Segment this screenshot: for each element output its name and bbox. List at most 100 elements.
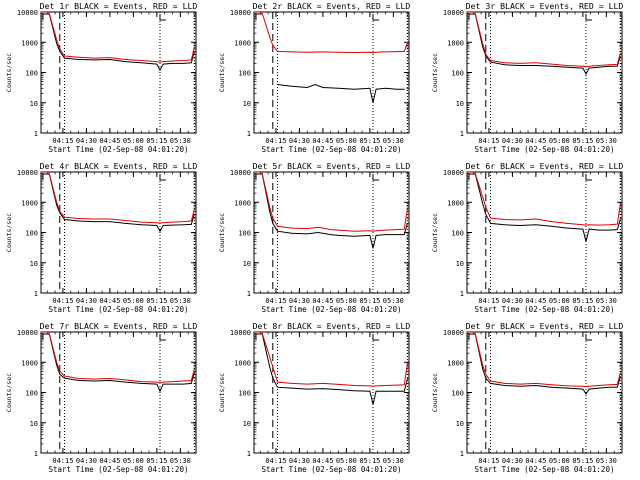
chart-title: Det 4r BLACK = Events, RED = LLD [40,161,198,171]
data-point-events [375,88,377,90]
y-tick-label: 100 [25,390,38,398]
y-tick-label: 1 [34,450,38,458]
data-point-events [519,225,521,226]
series-line-events [277,83,405,103]
data-point-lld [353,385,355,386]
x-tick-label: 05:15 [572,297,593,305]
data-point-lld [474,12,476,13]
data-point-lld [609,224,610,226]
data-point-events [620,55,621,57]
data-point-lld [535,218,537,220]
x-tick-label: 05:00 [336,137,357,145]
data-point-lld [609,384,610,386]
y-tick-label: 1000 [234,359,251,367]
data-point-lld [322,383,324,384]
y-tick-label: 100 [451,390,464,398]
chart-panel-6: Det 6r BLACK = Events, RED = LLD 1 10 100 10… [431,161,623,314]
data-point-lld [485,206,487,208]
data-point-events [156,63,158,65]
corner-marker [255,173,262,180]
data-point-events [140,224,142,226]
y-tick-label: 100 [238,70,251,78]
data-point-lld [56,361,58,363]
corner-marker [159,14,166,21]
series-line-events [467,172,621,242]
x-tick-label: 04:15 [478,457,499,465]
x-axis-title: Start Time (02-Sep-08 04:01:20) [475,305,615,314]
data-point-lld [162,61,164,62]
data-point-events [162,383,164,385]
x-tick-label: 05:30 [383,297,404,305]
x-tick-label: 05:30 [383,137,404,145]
y-tick-label: 1000 [447,39,464,47]
data-point-events [172,63,173,64]
x-axis-title: Start Time (02-Sep-08 04:01:20) [262,145,402,154]
data-point-events [396,390,397,392]
data-point-lld [504,219,505,220]
y-axis-title: Counts/sec [5,213,13,252]
corner-marker [255,13,262,20]
data-point-events [56,364,58,366]
data-point-lld [467,172,468,173]
data-point-lld [277,381,278,383]
data-point-lld [140,381,142,382]
data-point-events [156,225,158,226]
data-point-lld [598,385,599,386]
data-point-lld [616,64,618,65]
corner-marker [42,173,49,180]
data-point-lld [291,227,292,229]
data-point-lld [566,223,568,224]
data-point-lld [306,51,308,53]
data-point-events [353,235,355,237]
data-point-events [482,203,484,205]
chart-title: Det 2r BLACK = Events, RED = LLD [253,1,411,11]
data-point-lld [41,172,42,173]
corner-marker [372,334,379,341]
data-point-events [314,84,316,85]
data-point-lld [162,222,164,224]
data-point-events [272,223,274,224]
series-line-lld [41,332,195,383]
corner-marker [372,14,379,21]
data-point-events [306,87,308,88]
data-point-events [162,225,164,226]
data-point-lld [396,229,397,231]
data-point-events [183,383,184,385]
data-point-events [277,386,278,388]
y-tick-label: 10 [456,100,464,108]
x-tick-label: 04:30 [502,137,523,145]
x-tick-label: 05:30 [596,297,617,305]
data-point-lld [162,381,164,383]
data-point-lld [467,12,468,13]
data-point-events [156,383,158,385]
chart-title: Det 3r BLACK = Events, RED = LLD [466,1,624,11]
data-point-events [598,66,599,68]
data-point-events [598,229,599,231]
data-point-lld [322,51,324,53]
data-point-lld [585,386,587,388]
data-point-lld [261,332,263,333]
data-point-events [194,51,195,52]
data-point-events [551,65,552,67]
data-point-events [291,387,292,389]
data-point-lld [78,56,79,58]
data-point-lld [56,39,58,41]
x-tick-label: 04:45 [99,297,120,305]
x-tick-label: 05:00 [123,457,144,465]
x-tick-label: 04:15 [478,297,499,305]
data-point-events [372,102,374,104]
data-point-lld [194,368,195,370]
y-tick-label: 10 [30,420,38,428]
corner-marker [468,13,475,20]
data-point-lld [317,226,319,228]
data-point-lld [306,383,308,385]
data-point-lld [375,230,377,232]
data-point-events [330,234,332,236]
data-point-events [93,380,95,382]
data-point-lld [504,383,505,384]
data-point-lld [551,221,552,223]
x-tick-label: 04:30 [502,457,523,465]
x-tick-label: 04:45 [312,297,333,305]
data-point-lld [482,196,484,198]
